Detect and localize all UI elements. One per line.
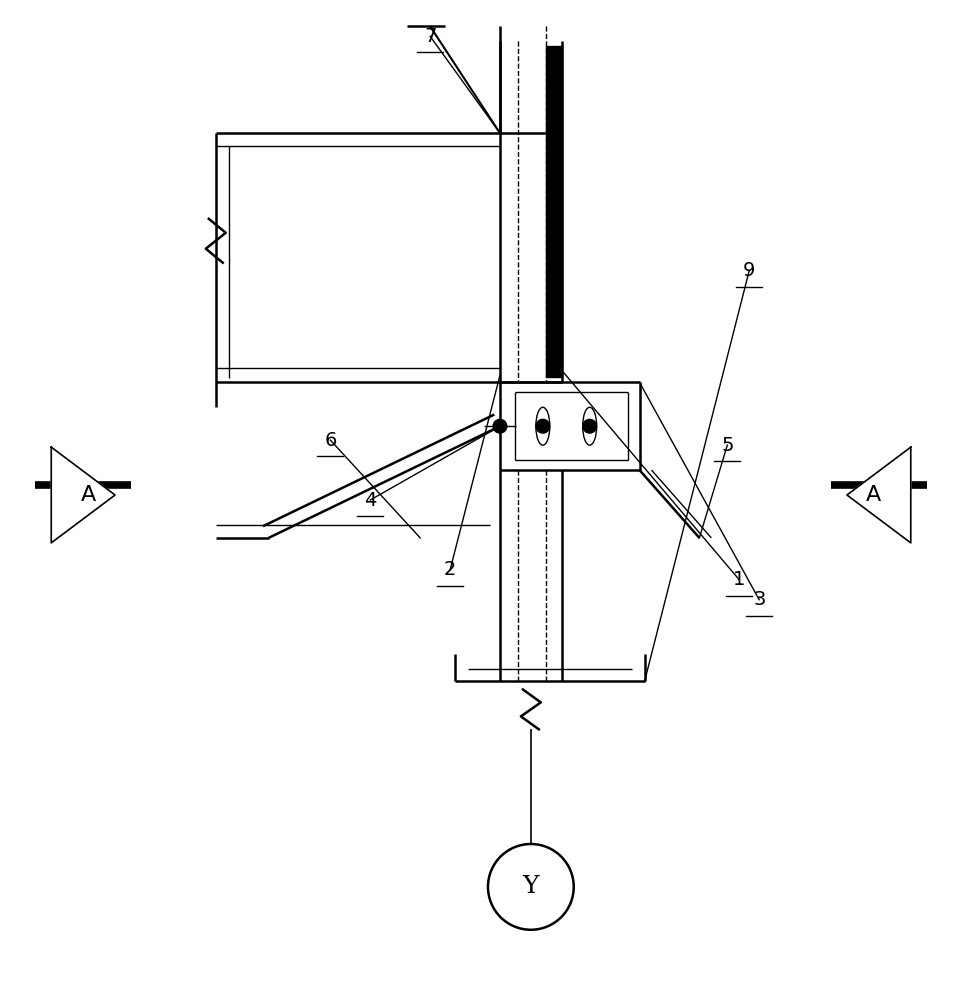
Circle shape: [536, 419, 550, 433]
Polygon shape: [51, 447, 115, 543]
Text: 5: 5: [721, 436, 733, 455]
Circle shape: [582, 419, 597, 433]
Text: Y: Y: [523, 875, 539, 898]
Polygon shape: [847, 447, 911, 543]
Text: 2: 2: [444, 560, 456, 579]
Text: 7: 7: [424, 27, 437, 46]
Text: 3: 3: [753, 590, 765, 609]
Text: 9: 9: [743, 261, 755, 280]
Text: A: A: [867, 485, 882, 505]
Text: A: A: [80, 485, 96, 505]
Text: 6: 6: [325, 431, 336, 450]
Text: 4: 4: [364, 490, 377, 510]
Text: 1: 1: [733, 570, 746, 589]
Circle shape: [493, 419, 507, 433]
